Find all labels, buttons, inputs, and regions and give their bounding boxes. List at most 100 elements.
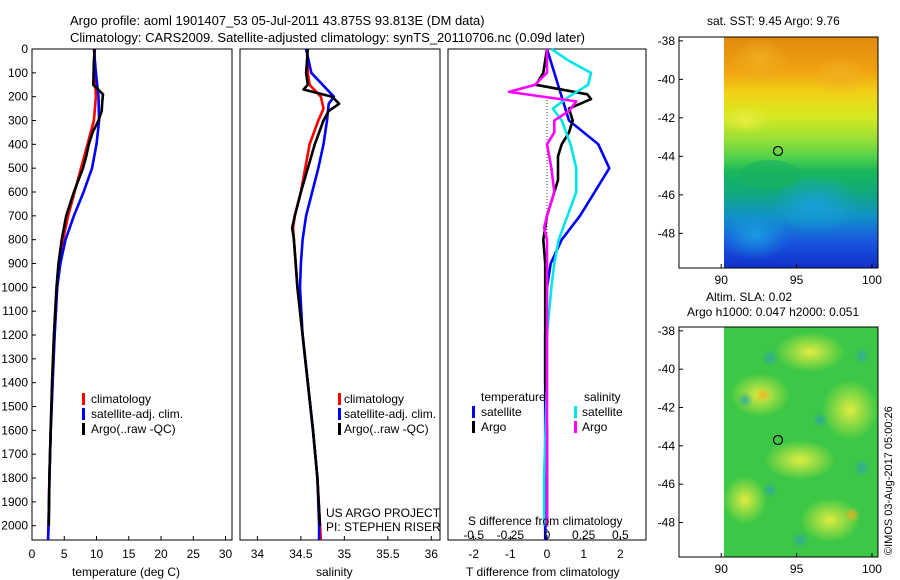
sla-map-axes: -38 -40 -42 -44 -46 -48 90 95 100 (658, 324, 883, 576)
x-tick-label: -1 (505, 547, 516, 561)
legend-label-satellite-adj: satellite-adj. clim. (344, 407, 436, 421)
depth-tick-label: 100 (8, 66, 28, 80)
difference-series (507, 47, 611, 540)
s-difference-tick-labels: -0.5 -0.25 0 0.25 0.5 (463, 528, 629, 542)
legend-label-climatology: climatology (344, 392, 404, 406)
series-line-argo (534, 48, 593, 526)
s-diff-tick-label: 0.5 (612, 528, 629, 542)
lon-tick-label: 95 (790, 273, 804, 287)
lat-tick-label: -48 (658, 226, 676, 240)
depth-tick-label: 1000 (1, 280, 28, 294)
sst-green-patch (740, 160, 800, 190)
lat-tick-label: -46 (658, 188, 676, 202)
lon-tick-label: 90 (715, 562, 729, 576)
legend-swatch-argo (82, 423, 85, 435)
s-diff-tick-label: 0.25 (572, 528, 596, 542)
sst-map-axes: -38 -40 -42 -44 -46 -48 90 95 100 (658, 34, 883, 287)
sla-low-spot (737, 392, 753, 408)
sla-high-patch (822, 380, 878, 440)
t-difference-axis-label: T difference from climatology (466, 565, 620, 579)
sst-yellow-patch (724, 106, 770, 134)
depth-tick-label: 900 (8, 257, 28, 271)
sst-cold-patch (724, 210, 790, 260)
lat-tick-label: -48 (658, 516, 676, 530)
depth-tick-label: 1200 (1, 328, 28, 342)
legend-swatch-s-argo (574, 421, 577, 433)
sst-map-land-blank (679, 37, 724, 268)
lat-tick-label: -38 (658, 34, 676, 48)
x-tick-label: 35.5 (376, 547, 400, 561)
sla-low-spot (762, 482, 778, 498)
x-tick-label: 0 (544, 547, 551, 561)
depth-tick-label: 2000 (1, 519, 28, 533)
legend-label-argo: Argo(..raw -QC) (344, 422, 429, 436)
s-diff-tick-label: -0.25 (497, 528, 525, 542)
salinity-series (290, 48, 341, 541)
depth-tick-label: 500 (8, 161, 28, 175)
figure-title-line-1: Argo profile: aoml 1901407_53 05-Jul-201… (70, 13, 485, 28)
sla-high-patch (775, 332, 845, 372)
x-tick-label: 10 (90, 547, 104, 561)
series-line-argo-raw-qc- (47, 48, 105, 526)
x-tick-label: 36 (425, 547, 439, 561)
x-tick-label: 0 (29, 547, 36, 561)
lon-tick-label: 100 (862, 562, 882, 576)
sla-low-spot (761, 349, 779, 367)
sla-map-frame (678, 326, 879, 558)
lat-tick-label: -42 (658, 401, 676, 415)
lon-tick-label: 90 (715, 273, 729, 287)
sst-warm-patch (812, 55, 868, 95)
temperature-axis-label: temperature (deg C) (72, 565, 180, 579)
x-tick-label: 30 (219, 547, 233, 561)
depth-tick-label: 1900 (1, 495, 28, 509)
series-line-argo (507, 49, 578, 526)
sla-map-title-line-2: Argo h1000: 0.047 h2000: 0.051 (687, 305, 859, 319)
legend-label-argo: Argo(..raw -QC) (91, 422, 176, 436)
legend-swatch-argo (338, 423, 341, 435)
legend-label-s-argo: Argo (582, 420, 608, 434)
legend-swatch-satellite-adj (338, 408, 341, 420)
depth-tick-label: 1500 (1, 400, 28, 414)
temperature-legend: climatology satellite-adj. clim. Argo(..… (82, 392, 183, 436)
project-annotation: US ARGO PROJECT (326, 506, 441, 520)
depth-tick-label: 400 (8, 137, 28, 151)
legend-header-salinity: salinity (584, 390, 621, 404)
legend-swatch-climatology (82, 393, 85, 405)
sla-argo-marker (772, 434, 784, 446)
lat-tick-label: -40 (658, 362, 676, 376)
legend-swatch-t-satellite (472, 406, 475, 418)
legend-label-climatology: climatology (91, 392, 151, 406)
x-tick-label: 20 (154, 547, 168, 561)
legend-swatch-s-satellite (574, 406, 577, 418)
difference-x-axis: -2 -1 0 1 2 (468, 536, 624, 561)
sla-high-patch (764, 440, 836, 480)
depth-tick-label: 0 (21, 42, 28, 56)
sla-low-spot (853, 458, 871, 478)
series-line-satellite (542, 47, 593, 526)
sst-map-frame (678, 36, 879, 269)
x-tick-label: 35 (338, 547, 352, 561)
imos-credit: ©IMOS 03-Aug-2017 05:00:26 (883, 406, 895, 555)
sla-orange-spot (755, 388, 771, 402)
s-diff-tick-label: -0.5 (463, 528, 484, 542)
salinity-legend: climatology satellite-adj. clim. Argo(..… (338, 392, 436, 436)
x-tick-label: 15 (122, 547, 136, 561)
sla-map-title-line-1: Altim. SLA: 0.02 (706, 290, 792, 304)
x-tick-label: 25 (187, 547, 201, 561)
lat-tick-label: -40 (658, 72, 676, 86)
x-tick-label: 1 (580, 547, 587, 561)
pi-annotation: PI: STEPHEN RISER (326, 520, 441, 534)
x-tick-label: -2 (468, 547, 479, 561)
legend-label-t-argo: Argo (481, 420, 507, 434)
depth-axis: 0 100 200 300 400 500 600 700 800 900 1000 1100 1200… (1, 42, 36, 533)
sla-orange-spot (844, 507, 860, 523)
temperature-panel-frame (31, 48, 233, 541)
depth-tick-label: 700 (8, 209, 28, 223)
depth-tick-label: 1700 (1, 447, 28, 461)
legend-label-s-satellite: satellite (582, 405, 623, 419)
sla-high-patch (724, 476, 767, 524)
sla-low-spot (791, 531, 809, 549)
x-tick-label: 34.5 (289, 547, 313, 561)
lat-tick-label: -44 (658, 149, 676, 163)
